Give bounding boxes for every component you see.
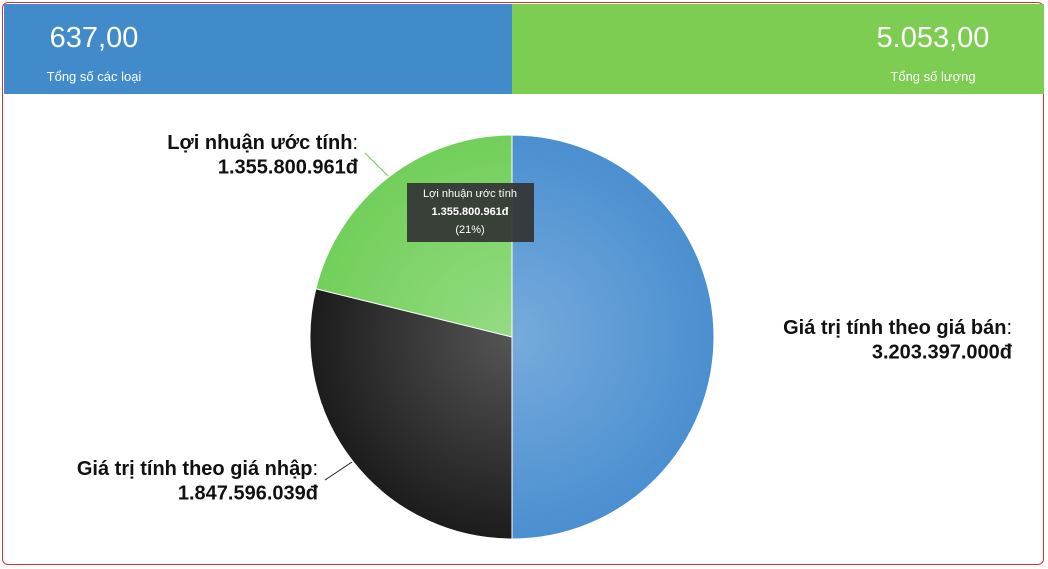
- pie-slice: [309, 288, 513, 540]
- separator: :: [312, 458, 318, 480]
- slice-name: Giá trị tính theo giá bán: [783, 317, 1006, 339]
- slice-value-label: 1.355.800.961đ: [218, 156, 359, 178]
- tooltip-title: Lợi nhuận ước tính: [423, 188, 517, 200]
- stat-label: Tổng số các loại: [46, 69, 142, 84]
- slice-label: Lợi nhuận ước tính:: [167, 132, 358, 154]
- stat-card: 637,00 Tổng số các loại: [4, 4, 512, 94]
- tooltip-percent: (21%): [455, 224, 484, 236]
- slice-value-label: 3.203.397.000đ: [872, 341, 1013, 363]
- slice-name: Giá trị tính theo giá nhập: [77, 458, 313, 480]
- slice-label: Giá trị tính theo giá bán:: [783, 317, 1012, 339]
- stat-value: 637,00: [49, 22, 139, 54]
- stat-label: Tổng số lượng: [890, 69, 976, 84]
- pie-slice: [511, 134, 715, 540]
- stat-value: 5.053,00: [876, 22, 990, 54]
- connector: [324, 461, 353, 481]
- tooltip-value: 1.355.800.961đ: [431, 206, 508, 218]
- stat-card: 5.053,00 Tổng số lượng: [512, 4, 1044, 94]
- separator: :: [352, 132, 358, 154]
- tooltip: [407, 183, 534, 242]
- separator: :: [1006, 317, 1012, 339]
- slice-label: Giá trị tính theo giá nhập:: [77, 458, 318, 480]
- slice-name: Lợi nhuận ước tính: [167, 132, 352, 154]
- connector: [364, 152, 389, 177]
- slice-value-label: 1.847.596.039đ: [178, 482, 319, 504]
